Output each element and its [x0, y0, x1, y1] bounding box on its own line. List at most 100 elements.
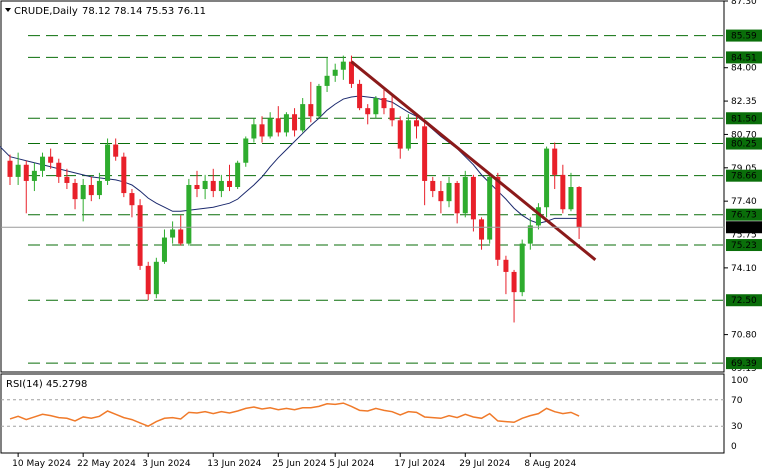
date-tick-label: 10 May 2024: [12, 459, 71, 469]
candle-body: [267, 118, 273, 137]
price-tick-label: 82.35: [731, 97, 757, 107]
candle-body: [194, 184, 200, 190]
level-label-box: [726, 169, 762, 182]
support-resistance-levels: [28, 35, 723, 364]
candle-body: [495, 176, 501, 260]
date-tick-label: 25 Jun 2024: [272, 459, 326, 469]
candle-body: [186, 184, 192, 244]
candle-body: [357, 83, 363, 109]
rsi-tick-label: 30: [731, 422, 743, 432]
level-label-box: [726, 239, 762, 252]
price-tick-label: 70.80: [731, 331, 757, 341]
candle-body: [113, 144, 119, 157]
candle-body: [235, 162, 241, 188]
candle-body: [316, 85, 322, 117]
level-label-box: [726, 357, 762, 370]
candle-body: [178, 229, 184, 244]
moving-average-line: [0, 95, 580, 224]
candle-body: [332, 69, 338, 76]
level-label-text: 80.25: [731, 140, 757, 150]
date-tick-label: 3 Jun 2024: [142, 459, 191, 469]
date-tick-label: 22 May 2024: [77, 459, 136, 469]
candle-body: [422, 126, 428, 181]
level-label-text: 69.39: [731, 359, 757, 369]
rsi-series: [9, 402, 580, 428]
candle-body: [283, 114, 289, 133]
candle-body: [170, 229, 176, 238]
candle-body: [381, 98, 387, 109]
date-tick-label: 29 Jul 2024: [459, 459, 510, 469]
candle-body: [487, 176, 493, 240]
candle-body: [259, 124, 265, 137]
candlesticks: [7, 55, 582, 323]
candle-body: [454, 182, 460, 214]
level-label-text: 75.23: [731, 241, 757, 251]
candle-body: [544, 148, 550, 208]
candle-body: [137, 205, 143, 266]
candle-body: [414, 120, 419, 127]
candle-body: [161, 237, 167, 262]
candle-body: [511, 271, 517, 293]
candle-body: [23, 164, 29, 181]
candle-body: [576, 187, 582, 228]
level-label-box: [726, 208, 762, 221]
candle-body: [373, 98, 379, 115]
level-label-box: [726, 294, 762, 307]
price-tick-label: 84.00: [731, 64, 757, 74]
candle-body: [519, 243, 525, 293]
candle-body: [48, 156, 54, 163]
candle-body: [7, 160, 13, 177]
rsi-plot-frame: [0, 373, 725, 454]
candle-body: [96, 180, 102, 196]
dropdown-triangle-icon[interactable]: [5, 8, 11, 12]
level-label-box: [726, 51, 762, 64]
last-price-text: 76.11: [731, 223, 757, 233]
level-labels: 85.59 84.51 81.50 80.25 78.66 76.73 75.23 72.50…: [726, 29, 762, 370]
date-tick-label: 13 Jun 2024: [207, 459, 261, 469]
candle-body: [397, 120, 403, 149]
candle-body: [72, 182, 78, 200]
rsi-label: RSI(14) 45.2798: [6, 379, 87, 390]
candle-body: [535, 207, 541, 226]
candle-body: [560, 174, 566, 210]
price-tick-label: 74.10: [731, 264, 757, 274]
date-tick-label: 5 Jul 2024: [329, 459, 374, 469]
price-tick-label: 75.75: [731, 231, 757, 241]
candle-body: [462, 176, 468, 214]
level-label-box: [726, 29, 762, 42]
candle-body: [218, 180, 224, 192]
candle-body: [210, 180, 216, 192]
symbol-label: CRUDE,Daily: [14, 6, 78, 17]
level-label-text: 76.73: [731, 211, 757, 221]
candle-body: [552, 148, 558, 175]
main-plot-frame: [0, 0, 725, 373]
candle-body: [121, 156, 127, 194]
candle-body: [64, 176, 70, 183]
date-tick-label: 17 Jul 2024: [394, 459, 445, 469]
candle-body: [56, 162, 62, 177]
candle-body: [527, 225, 533, 244]
candle-body: [227, 180, 233, 188]
last-price-box: [726, 221, 762, 234]
candle-body: [365, 108, 371, 115]
ohlc-values: 78.12 78.14 75.53 76.11: [82, 6, 206, 17]
candle-body: [348, 61, 354, 84]
price-tick-label: 80.70: [731, 130, 757, 140]
candle-body: [568, 187, 574, 210]
candle-body: [31, 170, 37, 181]
candle-body: [300, 104, 306, 131]
candle-body: [105, 144, 111, 181]
ma-series: [0, 95, 580, 224]
candle-body: [405, 120, 411, 149]
candle-body: [292, 114, 298, 131]
candle-body: [129, 193, 135, 206]
rsi-tick-label: 70: [731, 396, 743, 406]
candle-body: [15, 164, 21, 177]
price-tick-label: 79.05: [731, 164, 757, 174]
rsi-panel: 100 70 30 0: [1, 376, 748, 452]
level-label-text: 72.50: [731, 296, 757, 306]
candle-body: [251, 124, 257, 139]
candle-body: [153, 261, 159, 295]
candle-body: [40, 156, 46, 171]
